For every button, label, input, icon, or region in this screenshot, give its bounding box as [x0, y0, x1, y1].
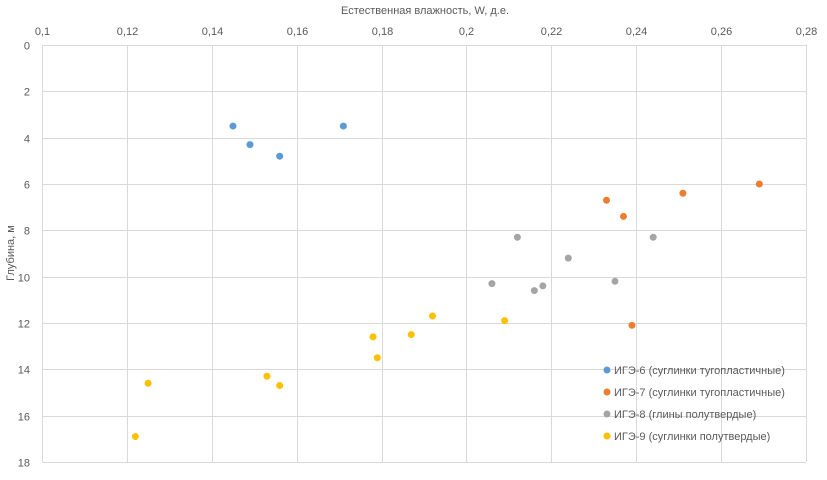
data-point-series-3: [649, 233, 657, 241]
data-point-series-2: [628, 321, 636, 329]
data-point-series-3: [539, 282, 547, 290]
x-axis-title: Естественная влажность, W, д.е.: [341, 5, 509, 17]
data-point-series-4: [407, 331, 415, 339]
data-point-series-2: [755, 180, 763, 188]
data-point-series-2: [679, 189, 687, 197]
y-tick-label: 12: [18, 319, 30, 331]
data-point-series-1: [229, 122, 237, 130]
legend-label: ИГЭ-7 (суглинки тугопластичные): [614, 387, 785, 399]
data-point-series-4: [428, 312, 436, 320]
data-point-series-4: [501, 317, 509, 325]
x-tick-label: 0,12: [117, 26, 138, 38]
x-tick-label: 0,24: [626, 26, 647, 38]
y-tick-label: 10: [18, 273, 30, 285]
data-point-series-4: [144, 379, 152, 387]
legend-label: ИГЭ-8 (глины полутвердые): [614, 409, 756, 421]
legend-marker: [603, 388, 611, 396]
data-point-series-1: [276, 152, 284, 160]
x-tick-label: 0,22: [541, 26, 562, 38]
data-point-series-3: [488, 280, 496, 288]
gridlines: [42, 45, 807, 463]
x-tick-label: 0,18: [372, 26, 393, 38]
y-tick-label: 8: [24, 226, 30, 238]
x-tick-label: 0,28: [796, 26, 817, 38]
legend-label: ИГЭ-6 (суглинки тугопластичные): [614, 365, 785, 377]
legend-label: ИГЭ-9 (суглинки полутвердые): [614, 431, 770, 443]
y-tick-label: 6: [24, 180, 30, 192]
legend-marker: [603, 432, 611, 440]
data-point-series-2: [619, 212, 627, 220]
x-tick-label: 0,2: [459, 26, 474, 38]
x-tick-label: 0,14: [202, 26, 223, 38]
y-tick-label: 18: [18, 458, 30, 470]
data-point-series-3: [530, 287, 538, 295]
legend-marker: [603, 366, 611, 374]
x-tick-label: 0,16: [287, 26, 308, 38]
data-point-series-2: [603, 196, 611, 204]
data-point-series-4: [369, 333, 377, 341]
data-point-series-3: [564, 254, 572, 262]
data-point-series-4: [373, 354, 381, 362]
y-tick-label: 4: [24, 134, 30, 146]
data-points: [131, 122, 763, 441]
y-axis-title: Глубина, м: [5, 225, 17, 281]
y-tick-label: 16: [18, 412, 30, 424]
data-point-series-1: [339, 122, 347, 130]
data-point-series-3: [611, 277, 619, 285]
x-tick-label: 0,1: [35, 26, 50, 38]
y-tick-labels: 0 2 4 6 8 10 12 14 16 18: [18, 41, 30, 470]
legend: ИГЭ-6 (суглинки тугопластичные) ИГЭ-7 (су…: [603, 365, 785, 443]
data-point-series-4: [276, 382, 284, 390]
y-tick-label: 0: [24, 41, 30, 53]
legend-marker: [603, 410, 611, 418]
y-tick-label: 14: [18, 365, 30, 377]
y-tick-label: 2: [24, 87, 30, 99]
data-point-series-4: [131, 433, 139, 441]
data-point-series-3: [513, 233, 521, 241]
data-point-series-4: [263, 372, 271, 380]
x-tick-labels: 0,1 0,12 0,14 0,16 0,18 0,2 0,22 0,24 0,26 0,28: [35, 26, 817, 38]
data-point-series-1: [246, 141, 254, 149]
x-tick-label: 0,26: [711, 26, 732, 38]
